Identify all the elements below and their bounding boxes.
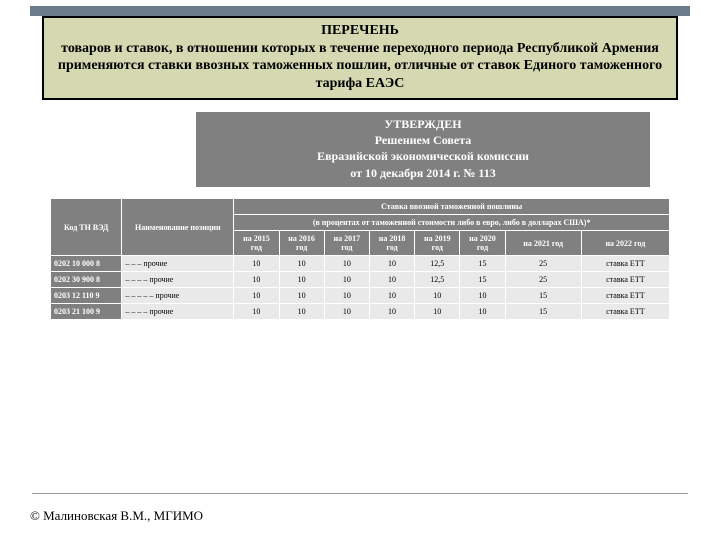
th-2020: на 2020 год — [460, 231, 505, 256]
cell-v: 10 — [279, 304, 324, 320]
th-2022: на 2022 год — [581, 231, 669, 256]
cell-v: ставка ЕТТ — [581, 304, 669, 320]
cell-v: 10 — [369, 256, 414, 272]
title-line2: товаров и ставок, в отношении которых в … — [52, 40, 668, 93]
cell-v: 10 — [460, 288, 505, 304]
cell-v: 10 — [234, 288, 279, 304]
cell-code: 0202 10 000 8 — [51, 256, 122, 272]
th-rate-top: Ставка ввозной таможенной пошлины — [234, 199, 670, 215]
cell-v: 10 — [369, 288, 414, 304]
table-row: 0203 21 100 9 – – – – прочие 10 10 10 10… — [51, 304, 670, 320]
cell-code: 0203 12 110 9 — [51, 288, 122, 304]
cell-v: 10 — [324, 288, 369, 304]
approval-line2: Решением Совета — [202, 132, 644, 148]
approval-box: УТВЕРЖДЕН Решением Совета Евразийской эк… — [196, 112, 650, 187]
tariff-table: Код ТН ВЭД Наименование позиции Ставка в… — [50, 198, 670, 320]
top-bar — [30, 6, 690, 16]
title-box: ПЕРЕЧЕНЬ товаров и ставок, в отношении к… — [42, 16, 678, 100]
th-2019: на 2019 год — [415, 231, 460, 256]
cell-name: – – – – прочие — [122, 272, 234, 288]
th-code: Код ТН ВЭД — [51, 199, 122, 256]
th-name: Наименование позиции — [122, 199, 234, 256]
cell-v: ставка ЕТТ — [581, 256, 669, 272]
table-header-row-1: Код ТН ВЭД Наименование позиции Ставка в… — [51, 199, 670, 215]
cell-v: 25 — [505, 272, 581, 288]
cell-v: 10 — [324, 256, 369, 272]
cell-v: 15 — [505, 304, 581, 320]
cell-v: 10 — [460, 304, 505, 320]
approval-line3: Евразийской экономической комиссии — [202, 148, 644, 164]
th-2015: на 2015 год — [234, 231, 279, 256]
footer-divider — [32, 493, 688, 494]
cell-v: 10 — [324, 272, 369, 288]
cell-name: – – – прочие — [122, 256, 234, 272]
th-rate-sub: (в процентах от таможенной стоимости либ… — [234, 215, 670, 231]
cell-v: 10 — [234, 304, 279, 320]
cell-v: 12,5 — [415, 272, 460, 288]
cell-code: 0203 21 100 9 — [51, 304, 122, 320]
th-2018: на 2018 год — [369, 231, 414, 256]
approval-line1: УТВЕРЖДЕН — [202, 116, 644, 132]
cell-v: 10 — [279, 256, 324, 272]
cell-name: – – – – – прочие — [122, 288, 234, 304]
cell-v: 25 — [505, 256, 581, 272]
cell-v: ставка ЕТТ — [581, 272, 669, 288]
cell-v: 15 — [460, 272, 505, 288]
th-2021: на 2021 год — [505, 231, 581, 256]
approval-line4: от 10 декабря 2014 г. № 113 — [202, 165, 644, 181]
cell-v: 10 — [234, 272, 279, 288]
table-row: 0203 12 110 9 – – – – – прочие 10 10 10 … — [51, 288, 670, 304]
th-2016: на 2016 год — [279, 231, 324, 256]
cell-v: 10 — [279, 272, 324, 288]
cell-v: 10 — [415, 288, 460, 304]
th-2017: на 2017 год — [324, 231, 369, 256]
cell-v: 12,5 — [415, 256, 460, 272]
cell-v: 10 — [279, 288, 324, 304]
copyright-text: © Малиновская В.М., МГИМО — [30, 508, 203, 524]
cell-v: 10 — [415, 304, 460, 320]
cell-v: 10 — [324, 304, 369, 320]
table-row: 0202 10 000 8 – – – прочие 10 10 10 10 1… — [51, 256, 670, 272]
cell-v: 10 — [234, 256, 279, 272]
cell-code: 0202 30 900 8 — [51, 272, 122, 288]
table-row: 0202 30 900 8 – – – – прочие 10 10 10 10… — [51, 272, 670, 288]
table-body: 0202 10 000 8 – – – прочие 10 10 10 10 1… — [51, 256, 670, 320]
cell-v: ставка ЕТТ — [581, 288, 669, 304]
cell-name: – – – – прочие — [122, 304, 234, 320]
cell-v: 15 — [505, 288, 581, 304]
title-line1: ПЕРЕЧЕНЬ — [52, 22, 668, 40]
cell-v: 10 — [369, 272, 414, 288]
cell-v: 15 — [460, 256, 505, 272]
cell-v: 10 — [369, 304, 414, 320]
